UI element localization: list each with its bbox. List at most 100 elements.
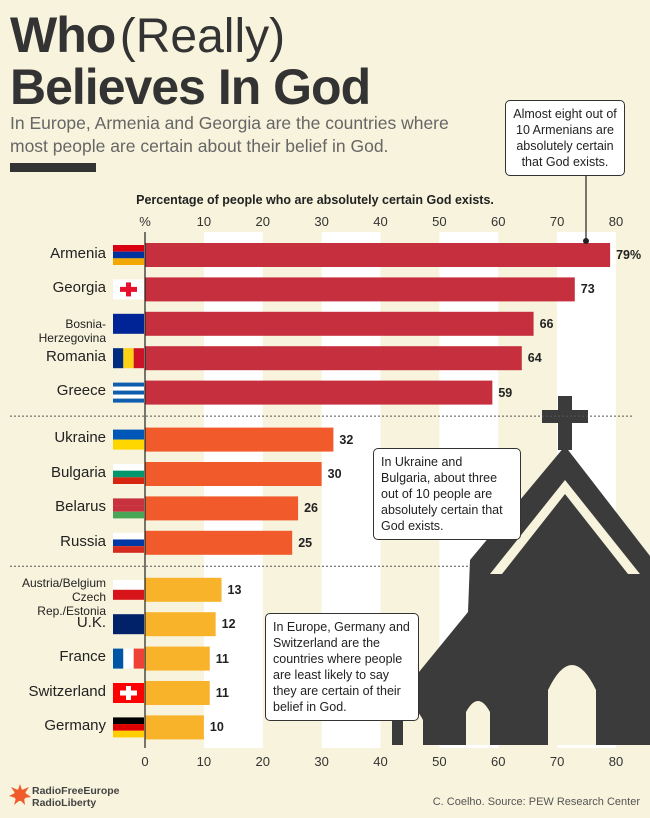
flag-part bbox=[120, 286, 137, 292]
flag-part bbox=[113, 717, 144, 725]
flag bbox=[113, 683, 144, 703]
category-label: Austria/Belgium Czech Rep./Estonia bbox=[21, 575, 106, 618]
x-tick-label-top: % bbox=[139, 214, 151, 229]
value-label: 13 bbox=[227, 582, 242, 597]
flag-part bbox=[113, 539, 144, 547]
flag bbox=[113, 382, 144, 403]
bar bbox=[145, 311, 534, 336]
flag-part bbox=[113, 614, 144, 635]
x-tick-label: 60 bbox=[491, 754, 506, 769]
x-tick-label-top: 30 bbox=[314, 214, 329, 229]
value-label: 59 bbox=[498, 385, 513, 400]
value-label: 79% bbox=[616, 248, 642, 262]
x-tick-label-top: 10 bbox=[196, 214, 212, 229]
title-bold: Who bbox=[10, 7, 116, 63]
category-label: Belarus bbox=[55, 498, 106, 516]
flag-part bbox=[113, 439, 144, 450]
flag-part bbox=[113, 532, 144, 540]
x-tick-label: 80 bbox=[608, 754, 624, 769]
flag bbox=[113, 429, 144, 450]
x-tick-label-top: 60 bbox=[491, 214, 506, 229]
category-label: Germany bbox=[44, 717, 106, 735]
bar bbox=[145, 462, 322, 486]
title-line-1: Who (Really) bbox=[10, 6, 285, 64]
x-tick-label-top: 20 bbox=[255, 214, 270, 229]
bar bbox=[145, 496, 299, 521]
source: C. Coelho. Source: PEW Research Center bbox=[432, 796, 640, 808]
category-label: Bosnia-Herzegovina bbox=[38, 317, 106, 346]
flag-part bbox=[113, 429, 144, 440]
flag-part bbox=[113, 394, 144, 399]
logo-icon bbox=[9, 784, 31, 805]
flag-part bbox=[123, 348, 134, 369]
value-label: 32 bbox=[339, 432, 354, 447]
bar bbox=[145, 277, 575, 302]
callout-dot bbox=[583, 238, 589, 244]
x-tick-label: 30 bbox=[314, 754, 329, 769]
logo: RadioFreeEurope RadioLiberty bbox=[32, 785, 120, 809]
x-tick-label: 10 bbox=[196, 754, 212, 769]
value-label: 25 bbox=[298, 535, 313, 550]
flag bbox=[113, 579, 144, 600]
bar bbox=[145, 681, 210, 705]
category-label: Romania bbox=[45, 347, 106, 365]
flag-part bbox=[113, 546, 144, 553]
flag bbox=[113, 245, 144, 265]
flag bbox=[113, 313, 144, 334]
x-tick-label: 50 bbox=[432, 754, 447, 769]
bar bbox=[145, 612, 216, 637]
category-label: Switzerland bbox=[28, 682, 106, 700]
category-label: Georgia bbox=[52, 279, 106, 297]
annotation: In Europe, Germany and Switzerland are t… bbox=[265, 613, 419, 721]
x-tick-label: 40 bbox=[373, 754, 388, 769]
flag-part bbox=[113, 464, 144, 471]
category-label: Greece bbox=[56, 382, 106, 400]
value-label: 64 bbox=[527, 351, 542, 366]
value-label: 30 bbox=[327, 467, 342, 481]
bar bbox=[145, 380, 493, 405]
category-label: U.K. bbox=[76, 613, 106, 631]
flag bbox=[113, 614, 144, 635]
category-label: Russia bbox=[60, 532, 106, 550]
x-tick-label-top: 50 bbox=[432, 214, 447, 229]
category-label: Armenia bbox=[50, 244, 106, 262]
flag bbox=[113, 348, 144, 369]
church bbox=[392, 396, 650, 745]
bar bbox=[145, 577, 222, 602]
category-label: Ukraine bbox=[54, 429, 106, 447]
flag-part bbox=[113, 470, 144, 478]
value-label: 66 bbox=[539, 316, 554, 331]
value-label: 11 bbox=[215, 686, 229, 700]
bar bbox=[145, 715, 204, 740]
flag-part bbox=[113, 730, 144, 738]
value-label: 12 bbox=[221, 617, 236, 632]
flag bbox=[113, 464, 144, 484]
bar bbox=[145, 530, 293, 555]
x-tick-label-top: 80 bbox=[608, 214, 624, 229]
flag bbox=[113, 532, 144, 553]
category-label: France bbox=[59, 648, 106, 666]
flag-part bbox=[113, 390, 144, 395]
x-tick-label: 20 bbox=[255, 754, 270, 769]
flag-part bbox=[113, 579, 144, 590]
value-label: 10 bbox=[209, 720, 224, 735]
flag-part bbox=[113, 245, 144, 252]
x-tick-label: 0 bbox=[141, 754, 149, 769]
category-label: Bulgaria bbox=[50, 463, 106, 481]
value-label: 11 bbox=[215, 651, 229, 666]
annotation: Almost eight out of 10 Armenians are abs… bbox=[505, 100, 625, 176]
title-line-2: Believes In God bbox=[10, 59, 371, 115]
value-label: 26 bbox=[304, 501, 318, 516]
column-band bbox=[203, 232, 263, 748]
flag bbox=[113, 648, 144, 669]
flag-part bbox=[113, 398, 144, 403]
bar bbox=[145, 243, 611, 267]
flag bbox=[113, 717, 144, 738]
flag-part bbox=[113, 386, 144, 391]
bar bbox=[145, 346, 522, 371]
bar bbox=[145, 646, 210, 671]
flag-part bbox=[133, 348, 144, 369]
flag-part bbox=[113, 382, 144, 387]
